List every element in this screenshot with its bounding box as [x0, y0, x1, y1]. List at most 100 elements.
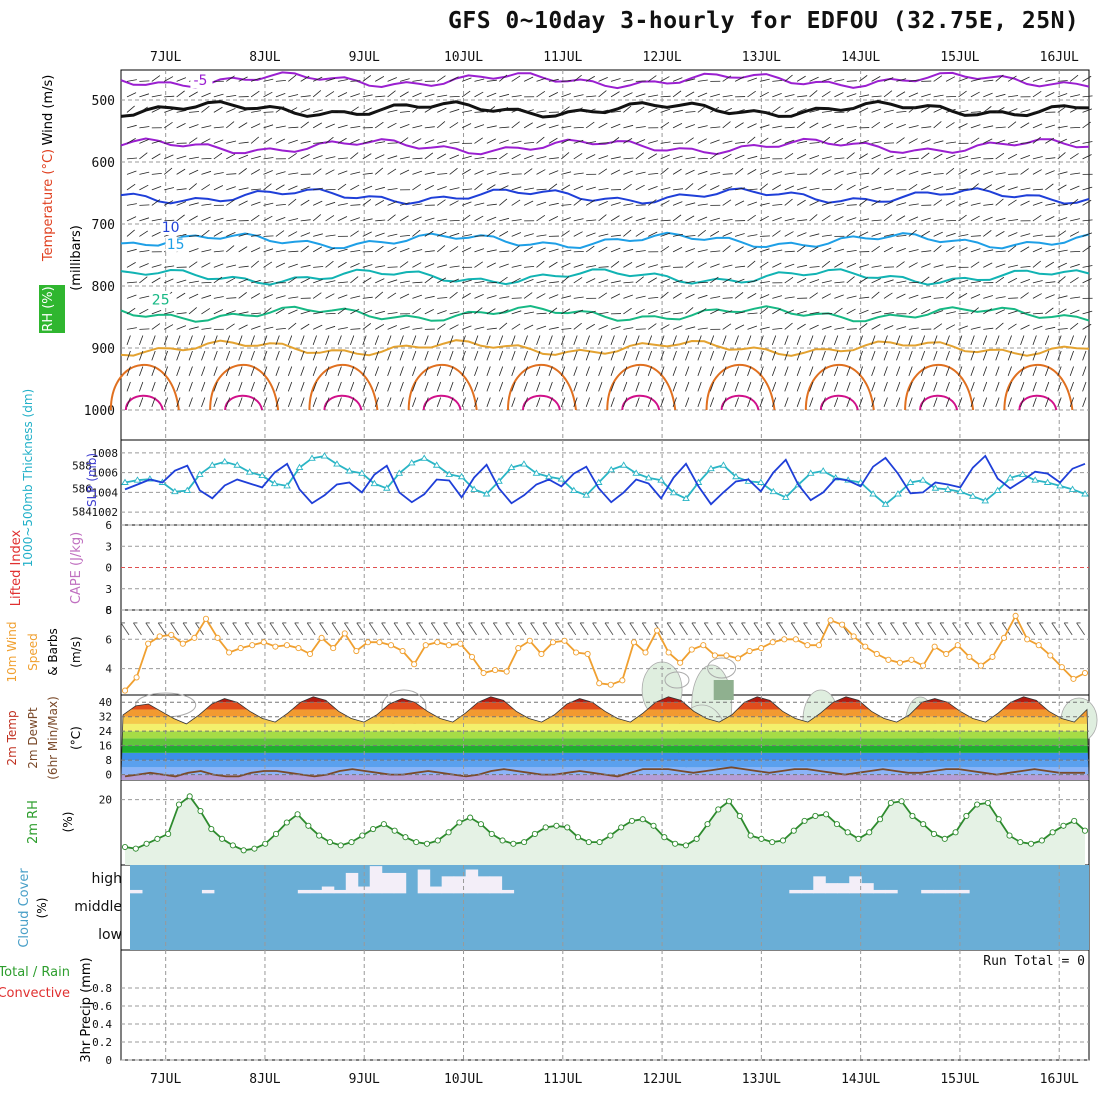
wind-barb [871, 108, 882, 113]
wind-barb [585, 75, 595, 82]
wind-barb [685, 137, 694, 144]
surface-wind-barb [691, 622, 701, 636]
wind-barb [821, 366, 826, 377]
wind-barb [623, 216, 633, 222]
wind-barb [697, 262, 707, 268]
surface-wind-barb [939, 622, 949, 636]
wind-barb [908, 79, 919, 82]
wind-barb [325, 156, 336, 160]
wind-barb [189, 235, 200, 237]
date-label-top: 8JUL [249, 50, 280, 65]
wind-barb [238, 76, 248, 82]
wind-barb [188, 381, 193, 392]
wind-barb [747, 123, 757, 129]
wind-speed-point [168, 631, 175, 638]
wind-barb [188, 335, 193, 346]
wind-barb [561, 262, 571, 268]
wind-barb [709, 366, 715, 377]
isotherm-line [804, 364, 875, 411]
wind-barb [151, 264, 162, 268]
wind-barb [511, 310, 522, 315]
cloud-clear-bar [441, 876, 455, 894]
rh-point [844, 829, 851, 836]
wind-barb [263, 350, 268, 361]
wind-barb [486, 184, 496, 191]
thickness-point [619, 461, 628, 468]
wind-barb [499, 250, 510, 253]
temp-band [121, 723, 1089, 732]
wind-barb [499, 172, 510, 175]
wind-barb [660, 76, 670, 82]
thickness-point [931, 484, 940, 491]
wind-barb [697, 170, 708, 175]
wind-barb [511, 95, 522, 98]
rh-shading [713, 680, 734, 700]
thickness-point [981, 497, 990, 504]
wind-barb [635, 328, 646, 330]
wind-barb [859, 172, 870, 175]
wind-speed-point [226, 649, 233, 656]
wind-barb [871, 381, 876, 392]
wind-barb [697, 335, 702, 346]
wind-barb [548, 381, 553, 392]
rh-point [456, 819, 463, 826]
wind-barb [350, 295, 361, 299]
wind-tick-label: 8 [105, 604, 112, 617]
rh-contour [664, 671, 690, 689]
wind-barb [734, 335, 739, 346]
wind-barb [511, 232, 522, 237]
wind-speed-point [121, 687, 129, 694]
wind-barb [647, 199, 657, 206]
wind-barb [375, 219, 386, 222]
wind-speed-point [191, 634, 198, 641]
wind-speed-point [526, 637, 533, 644]
wind-barb [759, 335, 764, 346]
wind-barb [350, 204, 361, 206]
wind-barb [213, 350, 218, 361]
wind-barb [846, 125, 857, 129]
wind-barb [188, 183, 197, 191]
wind-barb [747, 381, 752, 392]
wind-barb [610, 350, 615, 361]
contour-label-bg [150, 293, 173, 308]
wind-barb [1057, 171, 1068, 175]
wind-barb [697, 92, 708, 98]
surface-wind-barb [641, 622, 651, 636]
axis-label-speed: Speed [26, 633, 40, 671]
wind-barb [970, 169, 981, 175]
thickness-point [1018, 470, 1027, 477]
wind-barb [176, 109, 187, 113]
cloud-clear-bar [861, 883, 874, 894]
wind-barb [387, 312, 398, 315]
rh-point [445, 829, 452, 836]
wind-barb [201, 229, 210, 237]
wind-barb [697, 79, 708, 82]
wind-barb [486, 397, 491, 408]
wind-barb [1044, 381, 1050, 392]
wind-barb [536, 247, 546, 253]
wind-barb [325, 169, 335, 175]
wind-speed-point [758, 645, 765, 652]
wind-barb [573, 231, 583, 237]
wind-barb [288, 296, 299, 299]
wind-barb [275, 106, 285, 113]
wind-barb [201, 249, 212, 253]
wind-barb [722, 173, 733, 175]
wind-barb [598, 142, 609, 144]
wind-speed-point [156, 633, 163, 640]
wind-barb [871, 350, 876, 361]
wind-barb [660, 335, 665, 346]
wind-speed-point [133, 674, 140, 681]
wind-barb [139, 93, 150, 98]
wind-barb [474, 366, 479, 377]
wind-barb [1032, 234, 1043, 237]
wind-barb [201, 366, 206, 377]
wind-barb [759, 281, 770, 284]
contour-label: 25 [152, 293, 170, 309]
wind-barb [821, 312, 832, 315]
wind-barb [995, 152, 1005, 160]
wind-barb [436, 245, 446, 253]
wind-barb [759, 235, 770, 237]
wind-barb [312, 246, 323, 253]
wind-barb [1069, 198, 1079, 206]
